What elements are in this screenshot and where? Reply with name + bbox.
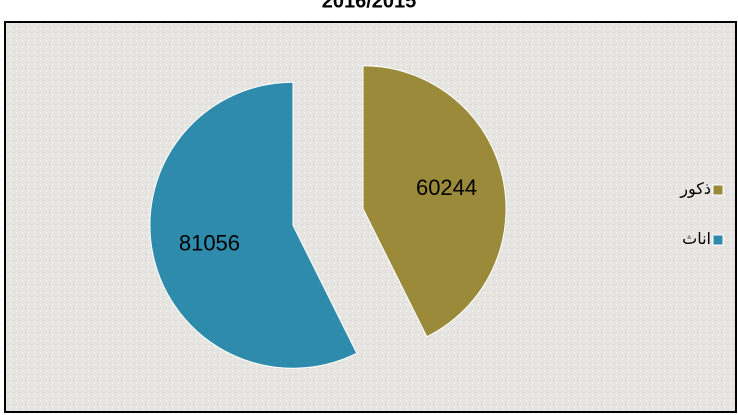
chart-title: 2016/2015 [322,0,417,12]
legend-label: ذكور [679,181,711,199]
legend-label: اناث [682,231,711,248]
legend-swatch [712,234,724,246]
pie-slice [149,81,358,369]
data-label: 60244 [416,175,477,200]
pie-slice [362,65,507,338]
data-label: 81056 [179,231,240,256]
legend-swatch [712,184,724,196]
